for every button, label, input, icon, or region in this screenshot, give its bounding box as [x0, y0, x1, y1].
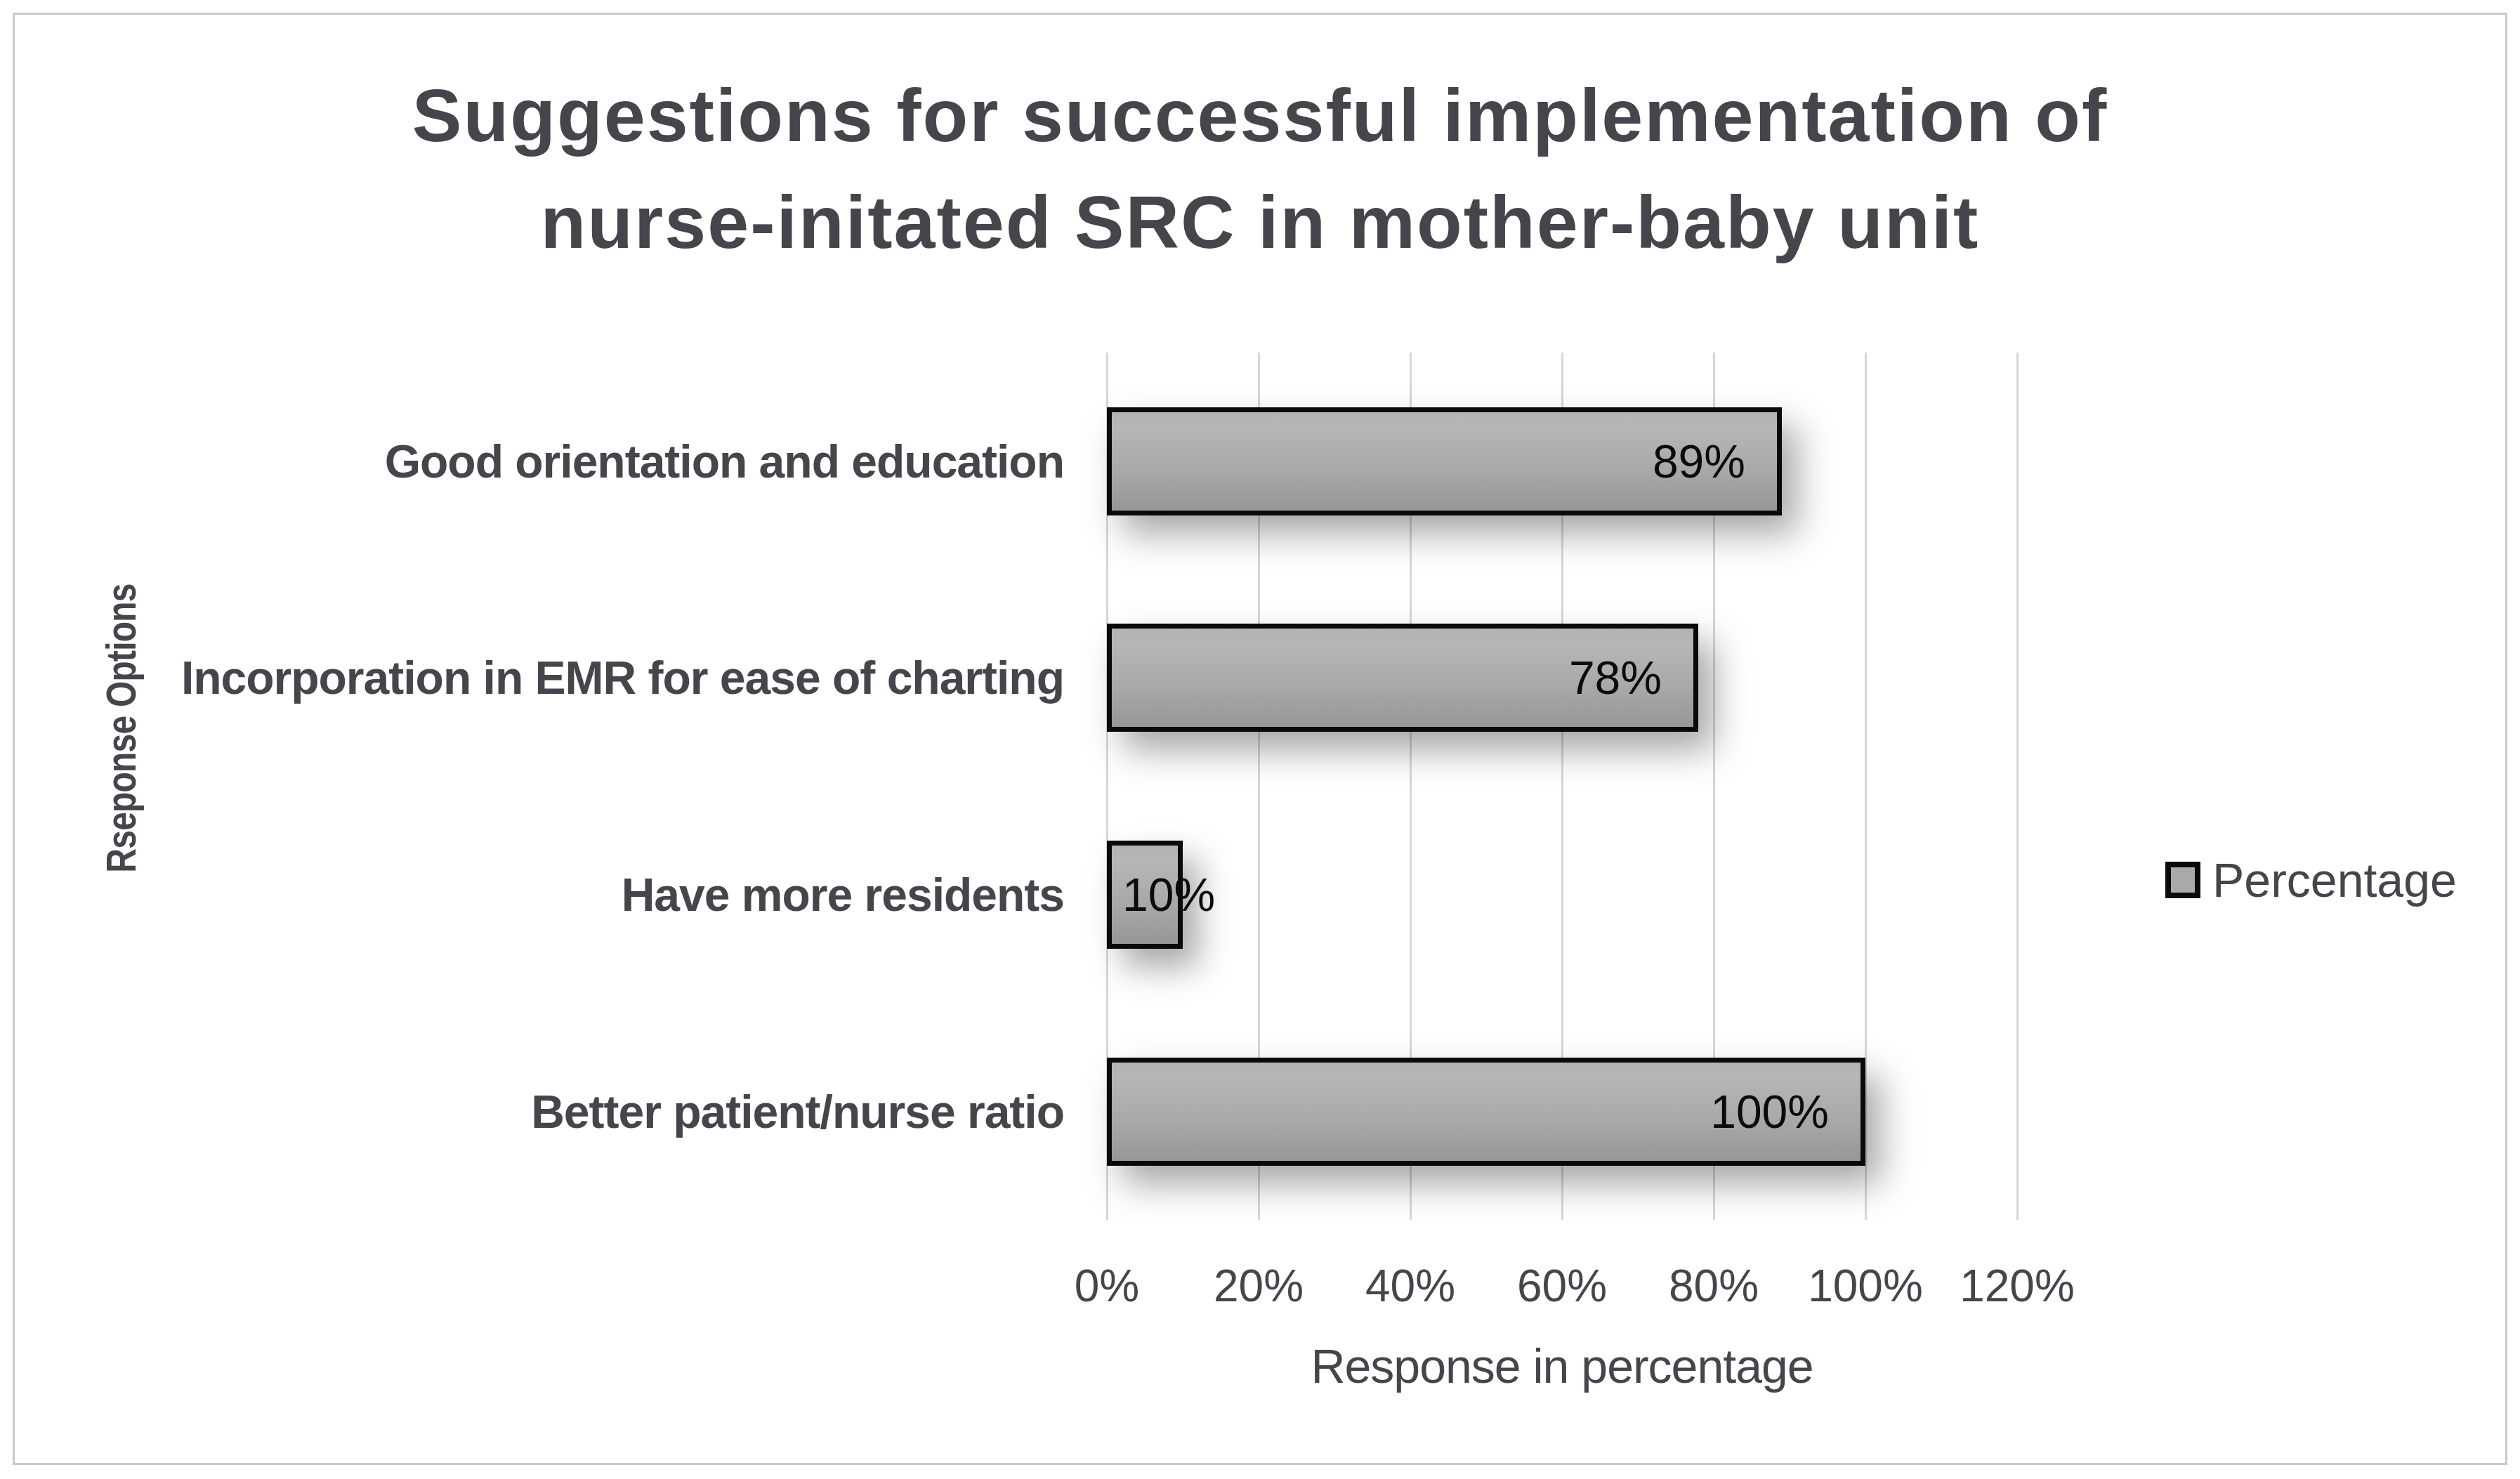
legend-marker [2165, 862, 2200, 898]
bar-label-1: 78% [1569, 624, 1662, 732]
chart-title-line2: nurse-initated SRC in mother-baby unit [0, 169, 2520, 275]
x-tick-3: 60% [1517, 1261, 1607, 1310]
category-label-2: Have more residents [622, 863, 1064, 926]
y-axis-title: Rseponse Options [97, 584, 145, 872]
category-label-1: Incorporation in EMR for ease of chartin… [181, 646, 1064, 709]
x-tick-5: 100% [1808, 1261, 1923, 1310]
category-label-3: Better patient/nurse ratio [531, 1080, 1064, 1143]
bar-label-0: 89% [1653, 407, 1745, 515]
x-tick-2: 40% [1365, 1261, 1455, 1310]
x-axis-title: Response in percentage [1311, 1338, 1813, 1394]
x-tick-6: 120% [1960, 1261, 2075, 1310]
plot-area: 89% 78% 10% 100% [1107, 353, 2020, 1220]
category-label-0: Good orientation and education [385, 430, 1064, 493]
x-tick-0: 0% [1075, 1261, 1140, 1310]
x-tick-1: 20% [1214, 1261, 1304, 1310]
gridline [2016, 353, 2019, 1220]
chart-title-line1: Suggestions for successful implementatio… [0, 62, 2520, 169]
chart-title: Suggestions for successful implementatio… [0, 62, 2520, 275]
legend-label: Percentage [2212, 853, 2457, 907]
x-tick-4: 80% [1669, 1261, 1759, 1310]
bar-label-3: 100% [1710, 1058, 1829, 1166]
bar-label-2: 10% [1122, 841, 1215, 949]
